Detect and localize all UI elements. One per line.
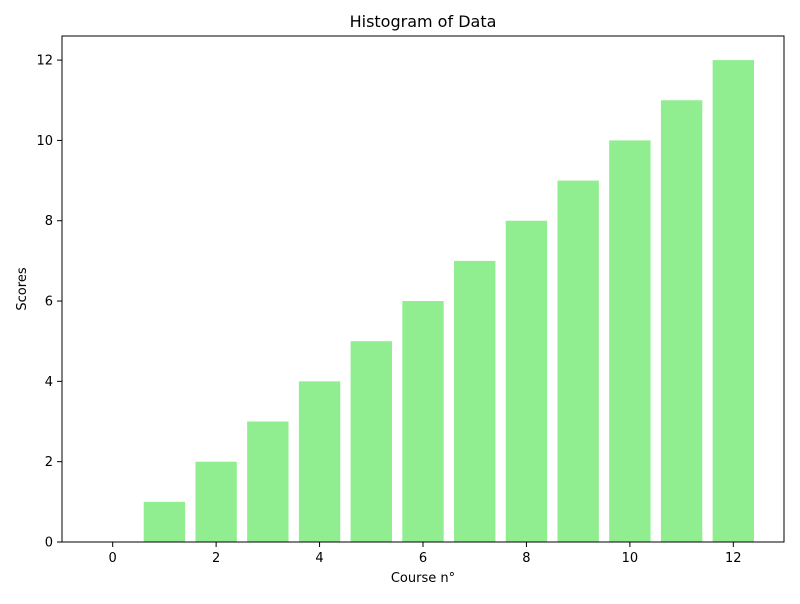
bar-10 — [609, 140, 651, 542]
x-tick-label: 6 — [419, 551, 427, 566]
y-tick-label: 8 — [45, 214, 53, 229]
y-tick-label: 2 — [45, 455, 53, 470]
bar-4 — [298, 381, 341, 542]
y-axis-label: Scores — [15, 267, 30, 310]
x-tick-label: 10 — [622, 551, 639, 566]
x-tick-label: 2 — [212, 551, 220, 566]
bar-9 — [557, 180, 599, 543]
bar-7 — [454, 260, 496, 542]
x-tick-label: 0 — [109, 551, 117, 566]
bars-layer — [143, 60, 755, 543]
bar-6 — [402, 301, 444, 542]
bar-12 — [712, 60, 755, 542]
ticks-layer: 0 2 4 6 8 10 12 0 2 4 6 8 10 12 — [36, 54, 741, 566]
x-tick-label: 12 — [725, 551, 742, 566]
y-tick-label: 4 — [45, 375, 53, 390]
y-tick-label: 12 — [36, 54, 53, 69]
y-tick-label: 0 — [45, 536, 53, 551]
bar-3 — [247, 421, 289, 542]
bar-8 — [505, 220, 548, 542]
x-tick-label: 4 — [315, 551, 323, 566]
plot-frame — [61, 35, 785, 543]
y-tick-label: 10 — [36, 134, 53, 149]
bar-2 — [195, 461, 237, 542]
bar-11 — [660, 100, 703, 542]
bar-1 — [143, 501, 186, 542]
bar-5 — [350, 341, 392, 542]
x-axis-label: Course n° — [391, 571, 455, 586]
chart-title: Histogram of Data — [350, 12, 497, 31]
x-tick-label: 8 — [522, 551, 530, 566]
y-tick-label: 6 — [45, 295, 53, 310]
